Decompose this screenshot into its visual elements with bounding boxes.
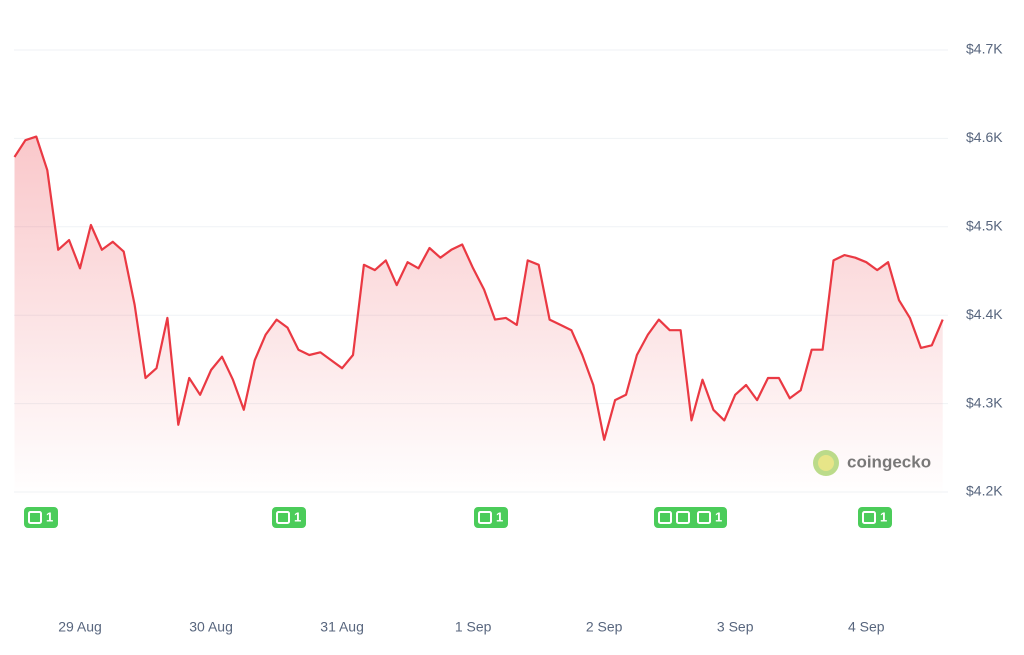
news-badges: 1 1 1 1 1 [24, 507, 892, 528]
watermark: coingecko [813, 450, 931, 476]
news-badge[interactable]: 1 [272, 507, 306, 528]
news-badge[interactable]: 1 [474, 507, 508, 528]
watermark-text: coingecko [847, 452, 931, 471]
x-tick-label: 1 Sep [455, 619, 492, 635]
y-tick-label: $4.7K [966, 41, 1003, 57]
y-tick-label: $4.6K [966, 129, 1003, 145]
y-tick-label: $4.3K [966, 394, 1003, 410]
x-tick-label: 3 Sep [717, 619, 754, 635]
news-count: 1 [294, 509, 301, 524]
y-tick-label: $4.4K [966, 306, 1003, 322]
x-tick-label: 4 Sep [848, 619, 885, 635]
x-tick-label: 29 Aug [58, 619, 102, 635]
y-tick-label: $4.5K [966, 218, 1003, 234]
price-line [13, 135, 944, 441]
news-badge[interactable]: 1 [858, 507, 892, 528]
x-tick-label: 31 Aug [320, 619, 364, 635]
y-tick-label: $4.2K [966, 483, 1003, 499]
news-count: 1 [880, 509, 887, 524]
news-count: 1 [46, 509, 53, 524]
news-badge[interactable]: 1 [654, 507, 727, 528]
price-area [14, 136, 943, 498]
news-count: 1 [496, 509, 503, 524]
x-tick-label: 30 Aug [189, 619, 233, 635]
x-tick-label: 2 Sep [586, 619, 623, 635]
news-badge[interactable]: 1 [24, 507, 58, 528]
news-count: 1 [715, 509, 722, 524]
